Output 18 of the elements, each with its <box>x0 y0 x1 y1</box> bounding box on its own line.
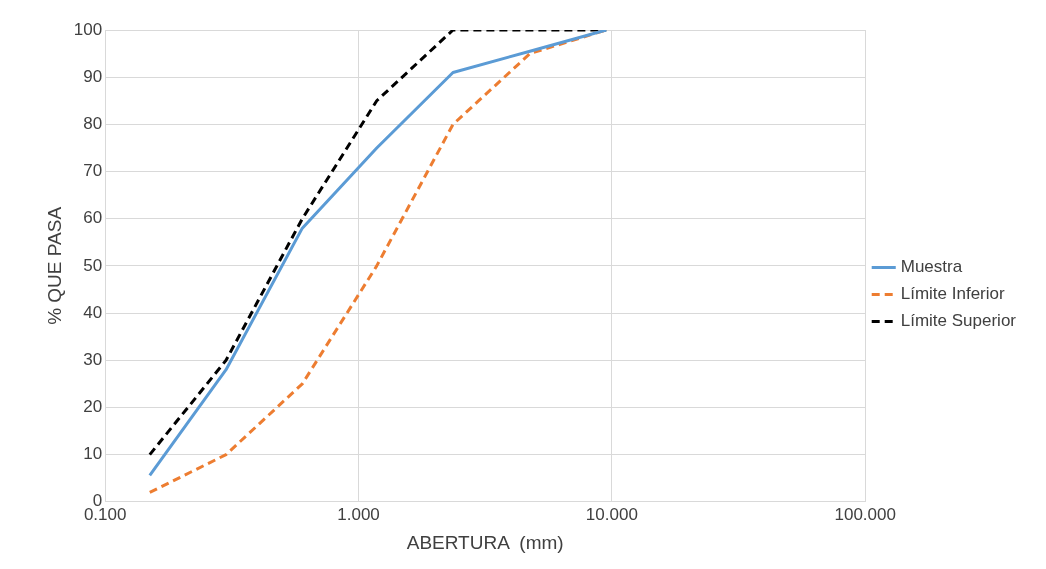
y-tick-label: 30 <box>83 349 103 369</box>
y-tick-label: 70 <box>83 161 103 181</box>
y-tick-label: 20 <box>83 397 103 417</box>
y-tick-label: 50 <box>83 255 103 275</box>
y-axis-title: % QUE PASA <box>43 206 65 325</box>
y-tick-label: 10 <box>83 444 103 464</box>
x-tick-label: 1.000 <box>337 504 380 524</box>
y-tick-label: 100 <box>73 19 103 39</box>
legend-label: Límite Inferior <box>900 284 1005 304</box>
y-tick-label: 80 <box>83 114 103 134</box>
x-tick-label: 100.000 <box>834 504 896 524</box>
x-tick-label: 10.000 <box>585 504 638 524</box>
legend-label: Muestra <box>900 257 963 277</box>
y-tick-label: 90 <box>83 66 103 86</box>
x-axis-title: ABERTURA (mm) <box>406 531 564 553</box>
y-tick-label: 60 <box>83 208 103 228</box>
legend-label: Límite Superior <box>900 311 1017 331</box>
y-tick-label: 40 <box>83 302 103 322</box>
